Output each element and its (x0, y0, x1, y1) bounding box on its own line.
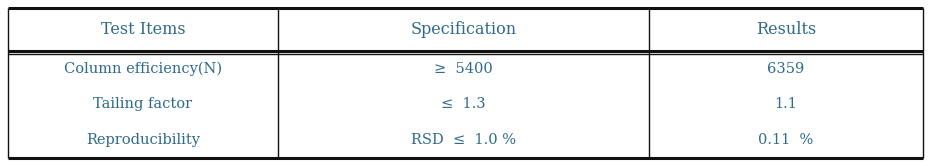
Text: Test Items: Test Items (101, 21, 185, 38)
Text: Tailing factor: Tailing factor (93, 97, 193, 111)
Text: 1.1: 1.1 (775, 97, 797, 111)
Text: Reproducibility: Reproducibility (86, 133, 200, 147)
Text: RSD  ≤  1.0 %: RSD ≤ 1.0 % (411, 133, 516, 147)
Text: Specification: Specification (411, 21, 517, 38)
Text: 6359: 6359 (767, 62, 804, 76)
Text: ≤  1.3: ≤ 1.3 (441, 97, 486, 111)
Text: Column efficiency(N): Column efficiency(N) (64, 61, 222, 76)
Text: ≥  5400: ≥ 5400 (434, 62, 492, 76)
Text: 0.11  %: 0.11 % (758, 133, 814, 147)
Text: Results: Results (756, 21, 816, 38)
